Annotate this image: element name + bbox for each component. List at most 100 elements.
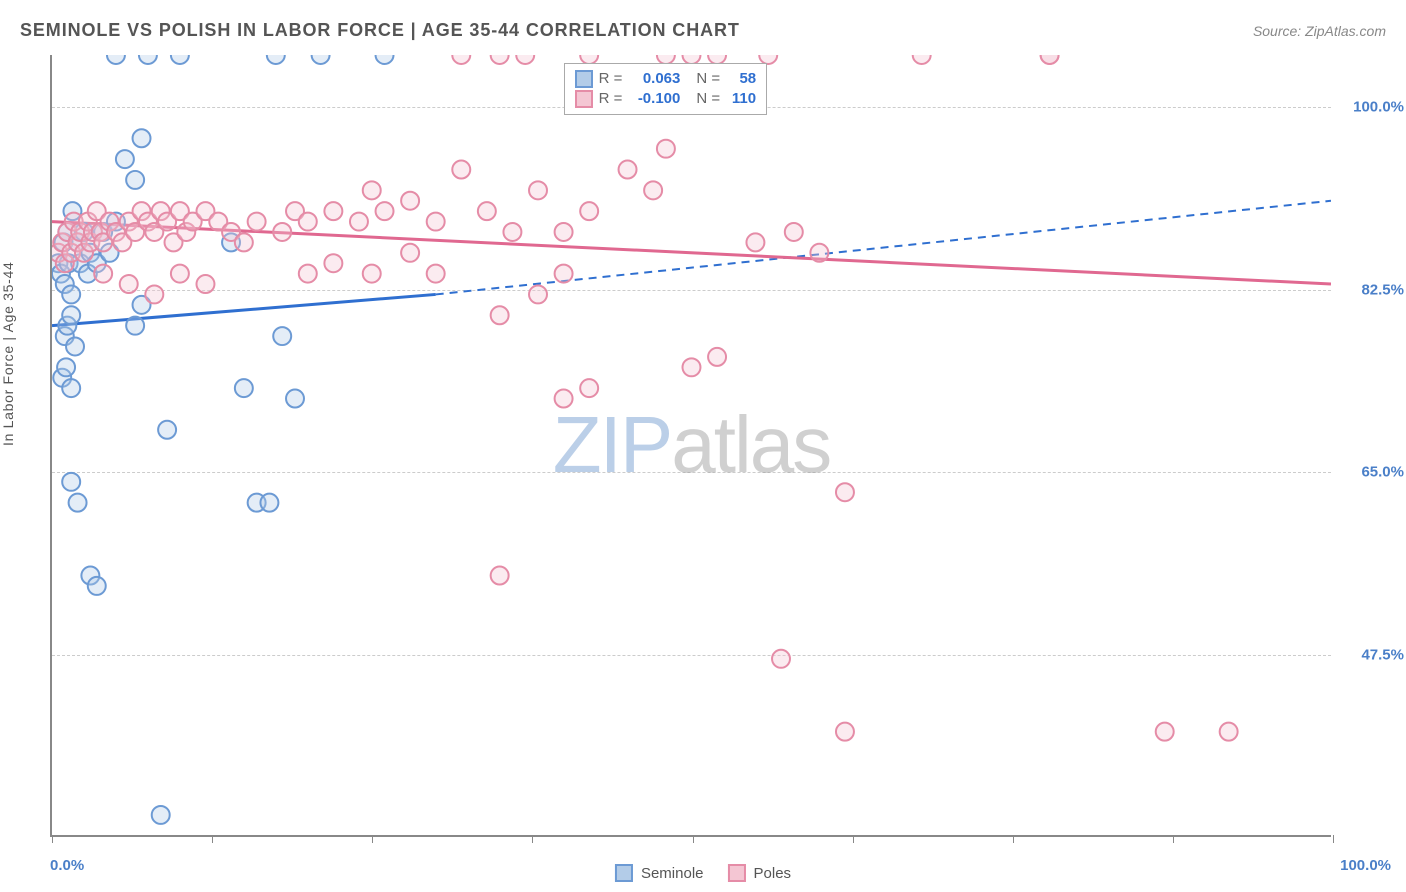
- data-point-seminole: [62, 473, 80, 491]
- legend-label: Seminole: [641, 865, 704, 882]
- y-tick-label: 100.0%: [1353, 99, 1404, 116]
- x-axis-min-label: 0.0%: [50, 857, 84, 874]
- data-point-poles: [913, 55, 931, 64]
- chart-title: SEMINOLE VS POLISH IN LABOR FORCE | AGE …: [20, 20, 740, 41]
- y-tick-label: 47.5%: [1361, 646, 1404, 663]
- x-tick: [1333, 835, 1334, 843]
- data-point-poles: [555, 265, 573, 283]
- data-point-seminole: [260, 494, 278, 512]
- data-point-seminole: [267, 55, 285, 64]
- data-point-poles: [427, 213, 445, 231]
- data-point-poles: [644, 181, 662, 199]
- regression-line-seminole: [52, 294, 436, 325]
- data-point-poles: [324, 202, 342, 220]
- source-label: Source: ZipAtlas.com: [1253, 23, 1386, 39]
- data-point-seminole: [158, 421, 176, 439]
- n-value: 110: [726, 90, 756, 107]
- data-point-poles: [491, 567, 509, 585]
- data-point-poles: [235, 233, 253, 251]
- data-point-poles: [376, 202, 394, 220]
- n-label: N =: [696, 70, 720, 87]
- data-point-seminole: [171, 55, 189, 64]
- legend-swatch: [728, 864, 746, 882]
- x-tick: [372, 835, 373, 843]
- legend-swatch: [575, 70, 593, 88]
- r-label: R =: [599, 70, 623, 87]
- data-point-poles: [273, 223, 291, 241]
- data-point-poles: [580, 379, 598, 397]
- data-point-poles: [1220, 723, 1238, 741]
- data-point-seminole: [57, 358, 75, 376]
- data-point-seminole: [126, 171, 144, 189]
- data-point-poles: [248, 213, 266, 231]
- stats-legend-row: R = 0.063 N = 58: [575, 70, 757, 88]
- data-point-poles: [401, 192, 419, 210]
- data-point-poles: [619, 161, 637, 179]
- data-point-poles: [350, 213, 368, 231]
- scatter-plot-svg: [52, 55, 1331, 836]
- r-value: -0.100: [628, 90, 680, 107]
- data-point-poles: [452, 55, 470, 64]
- x-tick: [212, 835, 213, 843]
- x-tick: [693, 835, 694, 843]
- data-point-poles: [401, 244, 419, 262]
- chart-plot-area: ZIPatlas R =0.063N =58R =-0.100N =110: [50, 55, 1331, 837]
- data-point-seminole: [88, 577, 106, 595]
- data-point-seminole: [376, 55, 394, 64]
- data-point-poles: [1156, 723, 1174, 741]
- data-point-seminole: [139, 55, 157, 64]
- data-point-seminole: [116, 150, 134, 168]
- data-point-seminole: [312, 55, 330, 64]
- x-tick: [1013, 835, 1014, 843]
- data-point-seminole: [69, 494, 87, 512]
- data-point-poles: [810, 244, 828, 262]
- data-point-poles: [580, 202, 598, 220]
- data-point-poles: [836, 723, 854, 741]
- legend-item: Seminole: [615, 864, 704, 882]
- n-value: 58: [726, 70, 756, 87]
- data-point-poles: [785, 223, 803, 241]
- data-point-poles: [529, 285, 547, 303]
- data-point-poles: [491, 306, 509, 324]
- data-point-poles: [299, 265, 317, 283]
- r-label: R =: [599, 90, 623, 107]
- data-point-poles: [196, 275, 214, 293]
- data-point-poles: [529, 181, 547, 199]
- data-point-seminole: [62, 306, 80, 324]
- data-point-poles: [555, 390, 573, 408]
- data-point-seminole: [273, 327, 291, 345]
- data-point-poles: [299, 213, 317, 231]
- data-point-seminole: [235, 379, 253, 397]
- data-point-poles: [324, 254, 342, 272]
- data-point-poles: [452, 161, 470, 179]
- regression-line-poles: [52, 222, 1331, 284]
- x-tick: [532, 835, 533, 843]
- data-point-poles: [682, 358, 700, 376]
- data-point-seminole: [62, 285, 80, 303]
- data-point-poles: [746, 233, 764, 251]
- data-point-seminole: [107, 55, 125, 64]
- data-point-poles: [772, 650, 790, 668]
- data-point-poles: [555, 223, 573, 241]
- y-tick-label: 82.5%: [1361, 281, 1404, 298]
- data-point-poles: [94, 265, 112, 283]
- data-point-poles: [491, 55, 509, 64]
- data-point-poles: [657, 140, 675, 158]
- data-point-seminole: [66, 338, 84, 356]
- data-point-poles: [145, 285, 163, 303]
- data-point-poles: [836, 483, 854, 501]
- data-point-seminole: [126, 317, 144, 335]
- data-point-poles: [478, 202, 496, 220]
- data-point-seminole: [286, 390, 304, 408]
- data-point-seminole: [62, 379, 80, 397]
- r-value: 0.063: [628, 70, 680, 87]
- legend-label: Poles: [754, 865, 792, 882]
- x-tick: [853, 835, 854, 843]
- legend-item: Poles: [728, 864, 792, 882]
- stats-legend-row: R =-0.100N =110: [575, 90, 757, 108]
- data-point-poles: [171, 265, 189, 283]
- x-tick: [1173, 835, 1174, 843]
- data-point-poles: [363, 265, 381, 283]
- data-point-poles: [1041, 55, 1059, 64]
- data-point-poles: [363, 181, 381, 199]
